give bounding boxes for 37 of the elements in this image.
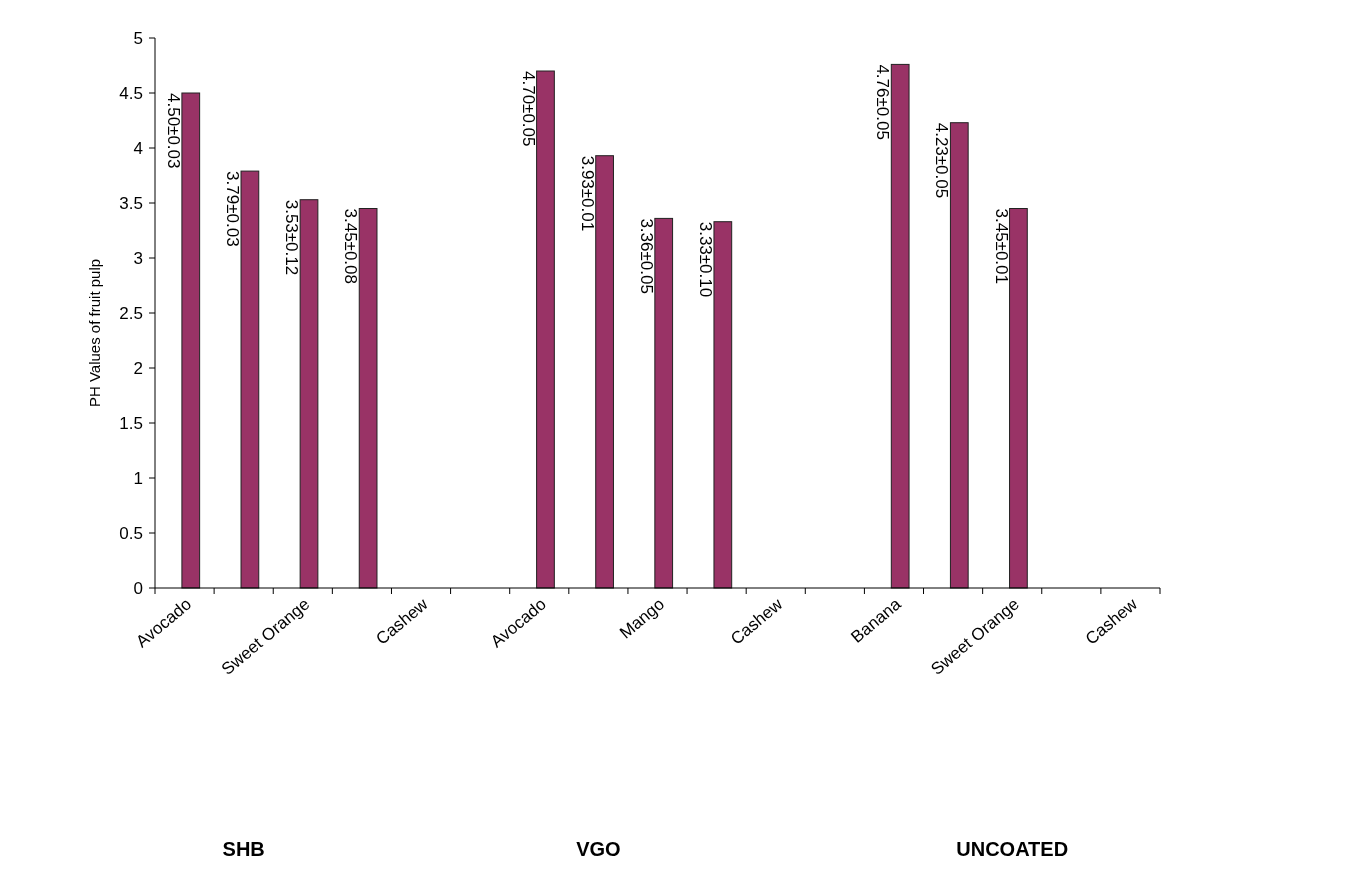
data-label: 3.53±0.12 — [282, 199, 302, 276]
text: UNCOATED — [956, 838, 1069, 860]
bar — [713, 221, 733, 589]
y-tick-label: 4 — [133, 138, 143, 158]
data-label: 4.76±0.05 — [873, 64, 893, 140]
y-tick-label: 3.5 — [119, 193, 143, 213]
bar — [358, 208, 378, 589]
y-tick-label: 3 — [133, 248, 143, 268]
text: SHB — [222, 838, 265, 860]
y-tick-label: 0 — [133, 578, 143, 598]
bar — [890, 63, 910, 589]
bar — [181, 92, 201, 589]
bar — [536, 70, 555, 589]
bar — [595, 155, 614, 589]
bar — [949, 122, 969, 589]
data-label: 3.45±0.01 — [991, 208, 1011, 285]
text: VGO — [576, 838, 621, 860]
bar — [240, 170, 260, 589]
data-label: 3.93±0.01 — [577, 155, 597, 232]
y-tick-label: 4.5 — [119, 83, 143, 103]
data-label: 4.23±0.05 — [932, 122, 952, 199]
data-label: 3.36±0.05 — [636, 218, 656, 294]
y-tick-label: 0.5 — [119, 523, 143, 543]
y-tick-label: 2.5 — [119, 303, 143, 323]
y-tick-label: 1.5 — [119, 413, 143, 433]
y-axis-title: PH Values of fruit pulp — [86, 258, 103, 408]
data-label: 3.33±0.10 — [696, 221, 716, 298]
bar — [299, 199, 319, 589]
bar — [654, 217, 674, 589]
data-label: 3.79±0.03 — [223, 171, 243, 247]
y-tick-label: 2 — [133, 358, 143, 378]
y-tick-label: 1 — [133, 468, 143, 488]
data-label: 3.45±0.08 — [341, 208, 361, 285]
data-label: 4.70±0.05 — [518, 71, 538, 147]
data-label: 4.50±0.03 — [163, 93, 183, 169]
bar — [1009, 208, 1028, 589]
y-tick-label: 5 — [133, 28, 143, 48]
